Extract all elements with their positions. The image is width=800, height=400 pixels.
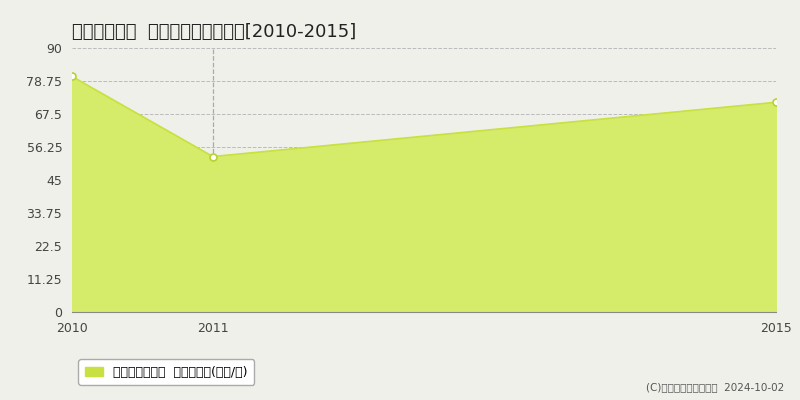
Legend: マンション価格  平均坪単価(万円/坪): マンション価格 平均坪単価(万円/坪) [78,360,254,385]
Text: (C)土地価格ドットコム  2024-10-02: (C)土地価格ドットコム 2024-10-02 [646,382,784,392]
Text: 豊田市栄生町  マンション価格推移[2010-2015]: 豊田市栄生町 マンション価格推移[2010-2015] [72,23,356,41]
